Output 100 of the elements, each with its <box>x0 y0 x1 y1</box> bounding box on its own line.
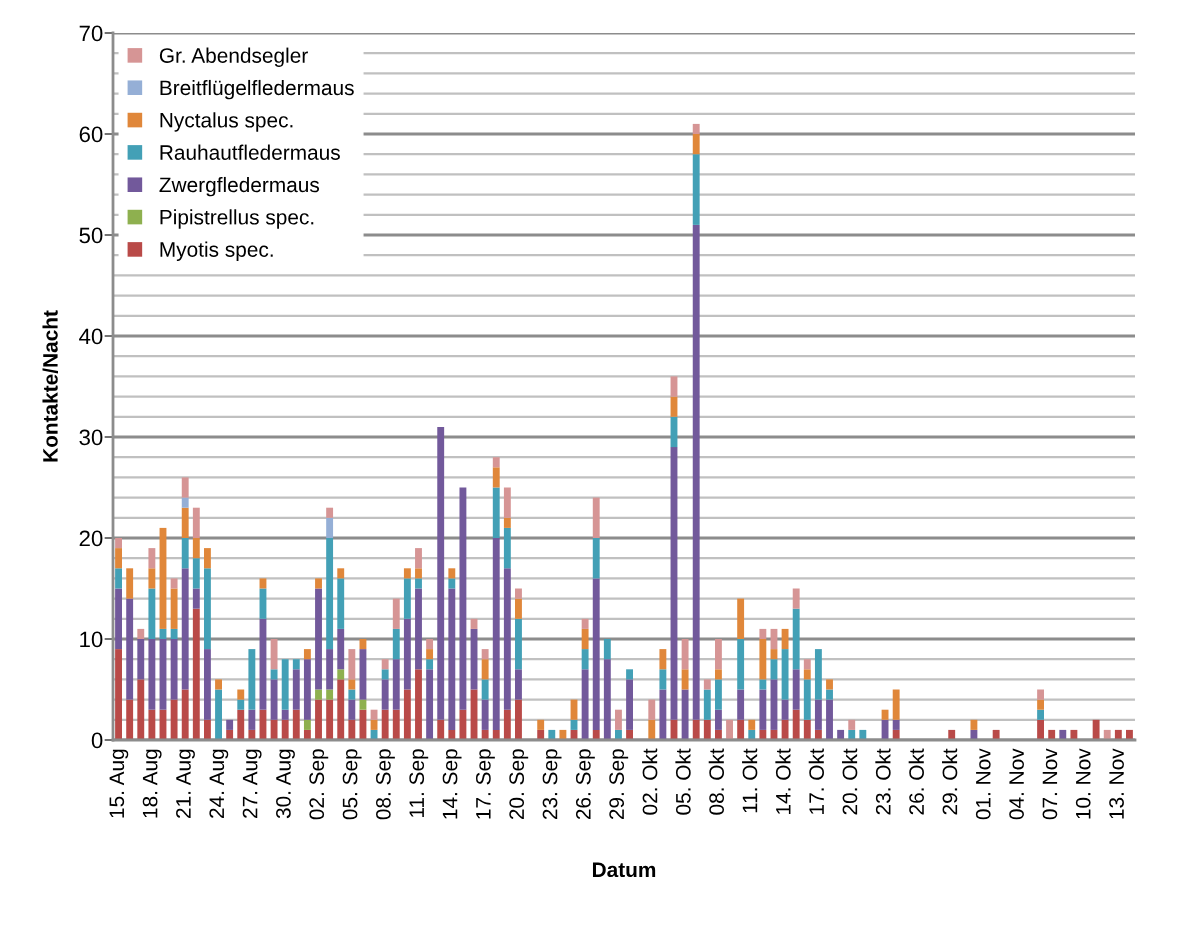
bar <box>326 507 334 518</box>
bar <box>192 507 200 538</box>
bar <box>592 538 600 579</box>
bar <box>714 639 722 670</box>
bar <box>548 729 556 740</box>
bar <box>603 659 611 740</box>
bar <box>415 588 422 670</box>
legend-label: Myotis spec. <box>160 241 273 262</box>
bar <box>426 639 434 650</box>
bar <box>492 729 500 740</box>
bar <box>515 598 522 619</box>
x-tick-label: 02. Sep <box>309 749 329 820</box>
bar <box>503 568 511 710</box>
x-tick-label: 17. Sep <box>475 749 495 819</box>
bar <box>181 477 189 498</box>
bar <box>248 709 256 730</box>
bar <box>781 699 789 720</box>
bar <box>892 689 900 720</box>
bar <box>659 649 667 670</box>
x-tick-label: 11. Okt <box>742 748 758 813</box>
legend-label: Rauhautfledermaus <box>160 144 340 160</box>
y-tick-label: 50 <box>79 227 103 244</box>
bar <box>181 497 189 508</box>
bar <box>648 699 656 720</box>
bar <box>326 689 334 700</box>
x-tick-label: 10. Nov <box>1075 748 1091 819</box>
bar <box>270 639 278 670</box>
bar <box>270 719 278 740</box>
bar <box>592 578 600 730</box>
bar <box>581 628 589 650</box>
bar <box>781 628 789 650</box>
legend-label: Pipistrellus spec. <box>160 209 314 229</box>
bar <box>237 699 245 710</box>
bar <box>426 659 434 670</box>
bar <box>781 719 789 740</box>
bar <box>759 729 767 740</box>
bar <box>714 709 722 730</box>
bar <box>659 669 667 690</box>
bar <box>592 729 600 740</box>
bar <box>403 689 411 740</box>
bar <box>215 689 222 740</box>
bar <box>748 729 756 740</box>
bar <box>337 628 345 670</box>
bar <box>181 507 189 538</box>
bar <box>1037 689 1045 700</box>
bar <box>792 608 800 670</box>
bar <box>148 588 156 639</box>
bar <box>181 538 189 569</box>
bar <box>326 517 334 538</box>
bar <box>303 719 311 730</box>
bar <box>303 649 311 660</box>
bar <box>381 669 389 680</box>
bar <box>803 669 811 680</box>
bar <box>1103 729 1111 740</box>
bar <box>203 568 211 650</box>
bar <box>303 659 311 720</box>
bar <box>759 639 767 680</box>
x-tick-label: 24. Aug <box>209 749 229 818</box>
bar <box>481 659 489 680</box>
x-tick-label: 04. Nov <box>1009 748 1024 820</box>
bar <box>248 649 256 710</box>
bar <box>615 729 622 740</box>
x-tick-label: 15. Aug <box>109 749 129 818</box>
bar <box>348 689 356 700</box>
bar <box>1070 729 1078 740</box>
bar <box>115 649 122 740</box>
bar <box>814 699 822 730</box>
bar <box>1037 719 1045 740</box>
bar <box>515 669 522 700</box>
bar <box>515 588 522 599</box>
bar <box>714 679 722 710</box>
legend-label: Nyctalus spec. <box>160 112 293 132</box>
bar <box>703 719 711 740</box>
bar <box>892 719 900 730</box>
bar <box>148 709 156 740</box>
bar <box>315 578 322 589</box>
x-tick-label: 13. Nov <box>1109 748 1124 819</box>
bar <box>115 548 122 569</box>
x-tick-label: 20. Okt <box>842 748 858 815</box>
bar <box>1048 729 1056 740</box>
bar <box>826 689 833 700</box>
x-tick-label: 20. Sep <box>509 749 529 820</box>
bar <box>670 376 678 397</box>
bar <box>1114 729 1122 740</box>
legend-label: Breitflügelfledermaus <box>160 79 354 100</box>
x-tick-label: 29. Okt <box>942 748 958 815</box>
x-tick-label: 27. Aug <box>242 749 262 818</box>
bar <box>281 719 289 740</box>
bar <box>515 699 522 740</box>
x-axis-title: Datum <box>592 862 656 878</box>
x-tick-label: 30. Aug <box>276 749 295 819</box>
bar <box>415 669 422 740</box>
bar <box>203 548 211 569</box>
bar <box>692 154 700 225</box>
bar <box>626 729 633 740</box>
bar <box>503 709 511 740</box>
x-tick-label: 08. Okt <box>708 748 725 815</box>
bar <box>970 729 978 740</box>
bar <box>170 639 178 700</box>
bar <box>737 719 745 740</box>
